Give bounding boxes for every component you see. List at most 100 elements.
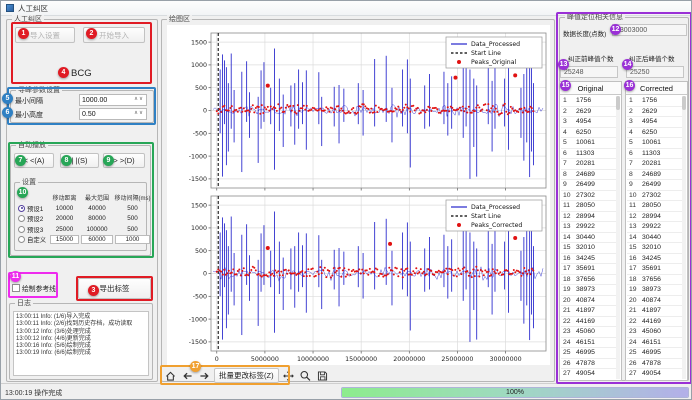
table-row[interactable]: 23 45060 [561,327,616,338]
min-height-spinbox[interactable]: 0.50 ∧∨ [79,108,147,120]
row-value: 1756 [642,97,658,105]
table-row[interactable]: 25 46995 [561,348,616,359]
table-row[interactable]: 23 45060 [627,327,682,338]
radio-icon[interactable] [18,236,25,243]
forward-icon[interactable] [197,368,212,383]
table-row[interactable]: 10 27302 [561,191,616,201]
table-row[interactable]: 13 29922 [627,222,682,233]
signal-charts[interactable]: 1500 1000 500 0 -500 -1000 -1500 Data_Processed… [167,25,550,365]
table-row[interactable]: 18 37656 [561,275,616,285]
radio-icon[interactable] [18,204,25,212]
table-row[interactable]: 20 40874 [627,296,682,306]
table-row[interactable]: 22 44169 [627,317,682,327]
table-row[interactable]: 5 10061 [561,138,616,149]
signal-figure[interactable]: 1500 1000 500 0 -500 -1000 -1500 Data_Processed… [167,25,550,365]
table-row[interactable]: 11 28050 [627,201,682,212]
min-interval-spinbox[interactable]: 1000.00 ∧∨ [79,94,147,106]
zoom-icon[interactable] [298,368,313,383]
table-row[interactable]: 8 24689 [627,170,682,180]
preset-3-value-1[interactable]: 60000 [81,235,113,244]
table-row[interactable]: 24 46151 [627,338,682,348]
row-index: 1 [629,97,633,105]
import-settings-button[interactable]: 导入设置 [15,27,75,43]
table-row[interactable]: 3 4954 [627,117,682,128]
table-row[interactable]: 11 28050 [561,201,616,212]
preset-radio-row-3[interactable]: 自定义 [18,235,46,244]
table-row[interactable]: 17 35691 [561,264,616,275]
table-row[interactable]: 15 32010 [627,243,682,254]
export-labels-button[interactable]: 导出标签 [78,278,151,299]
table-row[interactable]: 26 47878 [561,359,616,369]
radio-icon[interactable] [18,225,25,233]
preset-3-value-0[interactable]: 15000 [50,235,79,244]
spinner-arrows-icon[interactable]: ∧∨ [133,96,144,103]
table-row[interactable]: 22 44169 [561,317,616,327]
autoplay-forward-button[interactable]: > >(D) [103,153,145,168]
titlebar[interactable]: 人工纠区 [1,1,691,16]
corrected-table-scrollbar[interactable] [682,96,686,379]
start-import-button[interactable]: 开始导入 [83,27,145,43]
draw-refline-checkbox[interactable] [12,284,20,292]
batch-edit-labels-button[interactable]: 批量更改标签(Z) [214,368,279,383]
spinner-arrows-icon[interactable]: ∧∨ [133,110,144,117]
table-row[interactable]: 2 2629 [627,107,682,117]
settings-header-0: 移动距离 [52,196,77,202]
table-row[interactable]: 21 41897 [561,306,616,317]
table-row[interactable]: 1 1756 [561,96,616,107]
app-icon [6,4,14,12]
table-row[interactable]: 9 26499 [627,180,682,191]
table-row[interactable]: 15 32010 [561,243,616,254]
original-peaks-table[interactable]: Original 1 1756 2 2629 3 4954 4 6250 5 10061 6 1130… [559,81,622,381]
table-row[interactable]: 8 24689 [561,170,616,180]
table-row[interactable]: 14 30440 [561,233,616,243]
status-message: 13:00:19 操作完成 [5,390,63,397]
preset-3-value-2[interactable]: 1000 [115,235,150,244]
table-row[interactable]: 1 1756 [627,96,682,107]
autoplay-pause-button[interactable]: | |(S) [60,153,99,168]
table-row[interactable]: 16 34245 [561,254,616,264]
preset-radio-row-0[interactable]: 预设1 [18,204,43,213]
table-row[interactable]: 18 37656 [627,275,682,285]
table-row[interactable]: 6 11303 [627,149,682,159]
autoplay-back-button[interactable]: < <(A) [14,153,54,168]
table-row[interactable]: 17 35691 [627,264,682,275]
table-row[interactable]: 9 26499 [561,180,616,191]
table-row[interactable]: 25 46995 [627,348,682,359]
radio-icon[interactable] [18,215,25,222]
back-icon[interactable] [180,368,195,383]
table-row[interactable]: 7 20281 [627,159,682,170]
table-row[interactable]: 19 38973 [561,285,616,296]
table-row[interactable]: 16 34245 [627,254,682,264]
preset-radio-row-1[interactable]: 预设2 [18,214,43,223]
table-row[interactable]: 12 28994 [561,212,616,222]
table-row[interactable]: 20 40874 [561,296,616,306]
table-row[interactable]: 10 27302 [627,191,682,201]
draw-refline-row[interactable]: 绘制参考线 [12,283,56,293]
preset-radio-row-2[interactable]: 预设3 [18,225,43,234]
row-index: 21 [563,307,571,315]
table-row[interactable]: 7 20281 [561,159,616,170]
table-row[interactable]: 19 38973 [627,285,682,296]
table-row[interactable]: 14 30440 [627,233,682,243]
row-index: 3 [629,118,633,126]
table-row[interactable]: 27 49054 [627,369,682,379]
table-row[interactable]: 4 6250 [627,128,682,138]
table-row[interactable]: 13 29922 [561,222,616,233]
table-row[interactable]: 12 28994 [627,212,682,222]
table-row[interactable]: 21 41897 [627,306,682,317]
table-row[interactable]: 27 49054 [561,369,616,379]
pan-icon[interactable] [281,368,296,383]
original-table-scrollbar[interactable] [616,96,620,379]
corrected-peaks-table[interactable]: Corrected 1 1756 2 2629 3 4954 4 6250 5 10061 6 113… [625,81,688,381]
table-row[interactable]: 26 47878 [627,359,682,369]
table-row[interactable]: 24 46151 [561,338,616,348]
save-icon[interactable] [315,368,330,383]
row-value: 28050 [642,202,661,210]
log-list[interactable]: 13:00:11 Info: (1/6)导入完成 13:00:11 Info: (… [13,311,149,376]
table-row[interactable]: 3 4954 [561,117,616,128]
table-row[interactable]: 2 2629 [561,107,616,117]
table-row[interactable]: 5 10061 [627,138,682,149]
home-icon[interactable] [163,368,178,383]
table-row[interactable]: 4 6250 [561,128,616,138]
table-row[interactable]: 6 11303 [561,149,616,159]
